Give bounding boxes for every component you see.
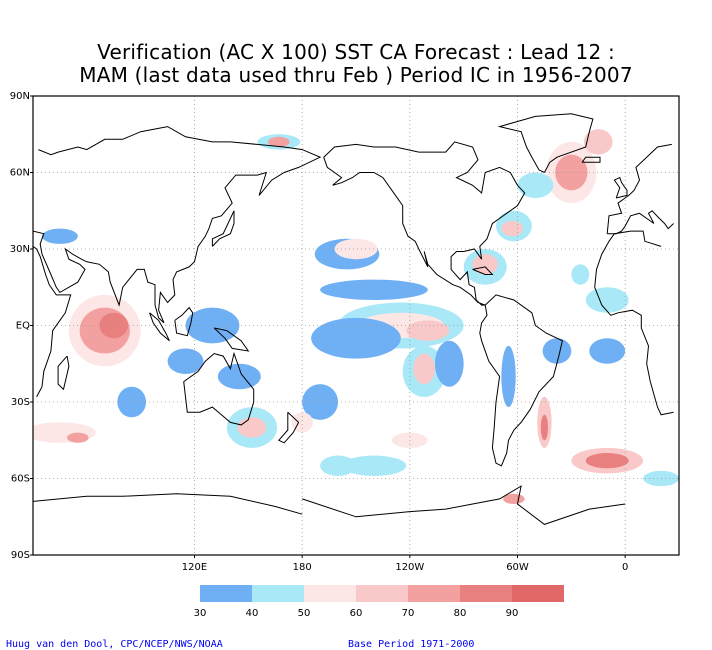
lon-tick-label: 0	[622, 562, 628, 573]
colorbar-label: 80	[454, 608, 467, 619]
new-zealand-coastline	[277, 411, 300, 444]
colorbar-swatch	[304, 585, 356, 602]
colorbar-swatch	[460, 585, 512, 602]
base-period-text: Base Period 1971-2000	[348, 639, 475, 650]
borneo-coastline	[174, 306, 194, 337]
cuba-coastline	[472, 266, 494, 275]
colorbar-label: 50	[298, 608, 311, 619]
correlation-patch-45	[302, 384, 339, 420]
correlation-patch-17	[540, 414, 549, 441]
correlation-patch-14	[555, 154, 588, 191]
colorbar-swatch	[200, 585, 252, 602]
lon-tick-label: 60W	[506, 562, 529, 573]
correlation-patch-44	[517, 172, 554, 198]
sumatra-coastline	[149, 312, 170, 342]
correlation-patch-10	[472, 254, 498, 275]
correlation-patch-31	[217, 363, 261, 390]
lat-tick-label: 60N	[10, 168, 30, 179]
correlation-patch-42	[434, 340, 464, 387]
madagascar-coastline	[57, 355, 70, 391]
correlation-patch-28	[237, 417, 267, 438]
new-guinea-coastline	[213, 327, 250, 352]
japan-coastline	[211, 210, 235, 247]
correlation-patch-47	[501, 345, 516, 408]
lon-tick-label: 180	[293, 562, 312, 573]
colorbar-swatch	[512, 585, 564, 602]
correlation-patch-33	[268, 136, 290, 147]
lat-tick-label: 90N	[10, 91, 30, 102]
longitude-labels: 120E180120W60W060E	[182, 555, 628, 573]
correlation-patch-43	[41, 228, 78, 244]
coastlines	[33, 113, 674, 525]
latitude-labels: 90N 60N 30N EQ 30S 60S 90S	[10, 91, 33, 561]
great-britain-coastline	[613, 176, 628, 199]
correlation-patch-3	[311, 317, 401, 359]
chart-title-line-1: Verification (AC X 100) SST CA Forecast …	[97, 40, 615, 64]
correlation-patch-7	[334, 238, 378, 260]
lon-tick-label: 120W	[395, 562, 424, 573]
correlation-patch-20	[585, 453, 629, 469]
correlation-patch-5	[413, 353, 435, 385]
correlation-patch-29	[167, 348, 204, 374]
africa-coastline	[33, 230, 674, 416]
correlation-patch-46	[291, 412, 313, 433]
south-america-coastline	[479, 294, 563, 467]
lat-tick-label: EQ	[16, 321, 30, 332]
correlation-patch-18	[542, 338, 572, 364]
correlation-patch-41	[571, 264, 590, 285]
correlation-patch-26	[67, 432, 89, 443]
correlation-field	[33, 129, 679, 504]
antarctica-coastline	[33, 485, 626, 525]
eurasia-coastline	[33, 126, 674, 324]
colorbar-label: 90	[506, 608, 519, 619]
credit-text: Huug van den Dool, CPC/NCEP/NWS/NOAA	[6, 639, 223, 650]
australia-coastline	[183, 351, 255, 426]
lat-lon-grid	[33, 96, 679, 555]
chart-title-line-2: MAM (last data used thru Feb ) Period IC…	[79, 63, 633, 87]
lat-tick-label: 30S	[11, 397, 30, 408]
colorbar-label: 30	[194, 608, 207, 619]
correlation-patch-8	[320, 279, 428, 300]
correlation-patch-40	[589, 338, 626, 364]
correlation-patch-35	[341, 455, 407, 476]
colorbar-label: 70	[402, 608, 415, 619]
correlation-patch-30	[185, 307, 240, 344]
lat-tick-label: 60S	[11, 474, 30, 485]
correlation-patch-24	[117, 386, 147, 418]
lon-tick-label: 120E	[182, 562, 207, 573]
correlation-patch-39	[585, 287, 629, 313]
colorbar-swatch	[356, 585, 408, 602]
correlation-patch-12	[501, 220, 523, 237]
colorbar-label: 40	[246, 608, 259, 619]
colorbar-swatch	[408, 585, 460, 602]
correlation-patch-2	[406, 320, 450, 341]
lat-tick-label: 30N	[10, 244, 30, 255]
lat-tick-label: 90S	[11, 550, 30, 561]
iceland-coastline	[581, 156, 601, 163]
colorbar-swatch	[252, 585, 304, 602]
correlation-patch-15	[583, 129, 613, 155]
north-america-coastline	[323, 141, 526, 306]
greenland-coastline	[497, 113, 594, 173]
colorbar-label: 60	[350, 608, 363, 619]
colorbar: 30 40 50 60 70 80 90	[194, 585, 564, 619]
